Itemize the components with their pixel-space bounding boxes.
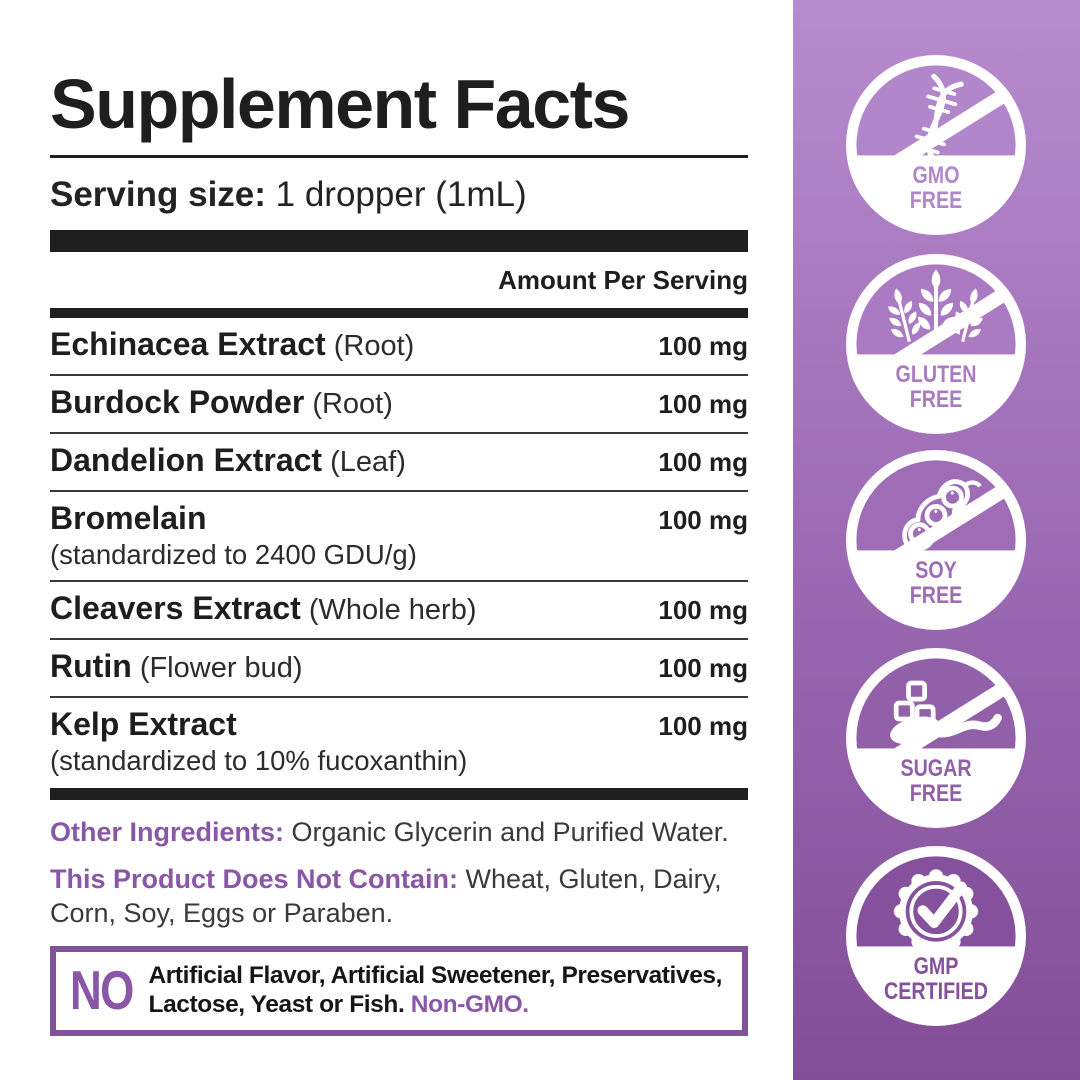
badge-label: GLUTEN FREE: [895, 361, 977, 413]
table-row: Dandelion Extract (Leaf) 100 mg: [50, 432, 748, 490]
badge-label: GMP CERTIFIED: [884, 953, 988, 1005]
gmp-certified-icon: [846, 846, 1026, 1026]
no-claims-line1: Artificial Flavor, Artificial Sweetener,…: [148, 962, 723, 989]
divider-bar-bottom: [50, 788, 748, 800]
supplement-facts-panel: Supplement Facts Serving size: 1 dropper…: [50, 0, 748, 1036]
ingredient-detail: (Flower bud): [139, 652, 303, 684]
badge-strip: GMO FREE: [793, 0, 1080, 1080]
ingredient-name: Burdock Powder: [50, 384, 305, 420]
ingredient-note: (standardized to 2400 GDU/g): [50, 539, 417, 570]
ingredient-detail: (Root): [312, 388, 393, 420]
other-ingredients-value: Organic Glycerin and Purified Water.: [291, 817, 729, 847]
ingredient-name: Rutin: [50, 648, 132, 684]
gluten-free-icon: [846, 254, 1026, 434]
ingredient-amount: 100 mg: [658, 653, 748, 683]
soy-free-icon: [846, 450, 1026, 630]
no-claims-text: Artificial Flavor, Artificial Sweetener,…: [149, 961, 723, 1019]
sugar-free-icon: [846, 648, 1026, 828]
does-not-contain-value: Wheat, Gluten, Dairy, Corn, Soy, Eggs or…: [50, 864, 722, 928]
does-not-contain-label: This Product Does Not Contain:: [50, 864, 458, 894]
no-label: NO: [70, 958, 134, 1021]
no-claims-line2: Lactose, Yeast or Fish.: [148, 991, 405, 1018]
ingredient-name: Kelp Extract: [50, 706, 237, 742]
ingredient-amount: 100 mg: [658, 505, 748, 535]
ingredient-name: Echinacea Extract: [50, 326, 326, 362]
badge-label: SUGAR FREE: [900, 755, 972, 807]
ingredient-amount: 100 mg: [658, 331, 748, 361]
table-row: Rutin (Flower bud) 100 mg: [50, 638, 748, 696]
table-row: Cleavers Extract (Whole herb) 100 mg: [50, 580, 748, 638]
ingredient-amount: 100 mg: [658, 595, 748, 625]
amount-per-serving-header: Amount Per Serving: [498, 265, 748, 295]
badge-sugar-free: SUGAR FREE: [846, 648, 1026, 828]
page-title: Supplement Facts: [50, 65, 630, 143]
ingredient-name: Dandelion Extract: [50, 442, 323, 478]
table-row: Bromelain (standardized to 2400 GDU/g) 1…: [50, 490, 748, 580]
serving-size-value: 1 dropper (1mL): [275, 175, 527, 214]
other-ingredients-line: Other Ingredients: Organic Glycerin and …: [50, 815, 748, 849]
serving-size-line: Serving size: 1 dropper (1mL): [50, 175, 748, 215]
title-divider: [50, 155, 748, 158]
serving-size-label: Serving size:: [50, 175, 266, 214]
badge-gluten-free: GLUTEN FREE: [846, 254, 1026, 434]
ingredient-name: Bromelain: [50, 500, 207, 536]
gmo-free-icon: [846, 55, 1026, 235]
ingredient-table: Echinacea Extract (Root) 100 mg Burdock …: [50, 318, 748, 786]
table-row: Burdock Powder (Root) 100 mg: [50, 374, 748, 432]
divider-bar-medium: [50, 308, 748, 318]
ingredient-amount: 100 mg: [658, 389, 748, 419]
ingredient-detail: (Leaf): [330, 446, 406, 478]
other-ingredients-label: Other Ingredients:: [50, 817, 285, 847]
ingredient-note: (standardized to 10% fucoxanthin): [50, 745, 468, 776]
ingredient-name: Cleavers Extract: [50, 590, 301, 626]
ingredient-detail: (Root): [333, 330, 415, 362]
badge-gmp-certified: GMP CERTIFIED: [846, 846, 1026, 1026]
badge-soy-free: SOY FREE: [846, 450, 1026, 630]
ingredient-amount: 100 mg: [658, 711, 748, 741]
ingredient-amount: 100 mg: [658, 447, 748, 477]
table-row: Kelp Extract (standardized to 10% fucoxa…: [50, 696, 748, 786]
non-gmo-text: Non-GMO.: [410, 991, 529, 1018]
ingredient-detail: (Whole herb): [308, 594, 477, 626]
does-not-contain-line: This Product Does Not Contain: Wheat, Gl…: [50, 862, 748, 930]
table-row: Echinacea Extract (Root) 100 mg: [50, 318, 748, 374]
badge-label: GMO FREE: [909, 162, 963, 214]
badge-gmo-free: GMO FREE: [846, 55, 1026, 235]
badge-label: SOY FREE: [909, 557, 963, 609]
divider-bar-thick: [50, 230, 748, 252]
no-claims-box: NO Artificial Flavor, Artificial Sweeten…: [50, 946, 748, 1036]
